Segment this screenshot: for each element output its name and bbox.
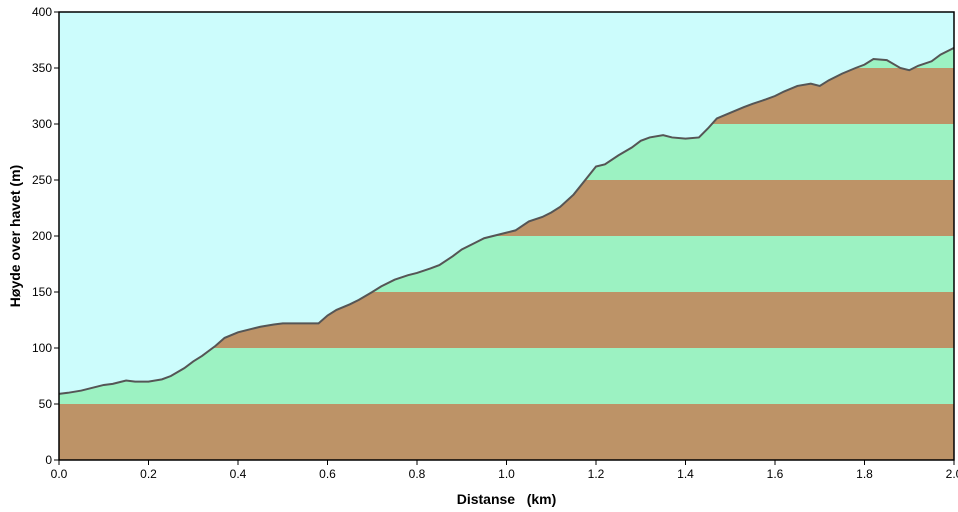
y-tick-label: 350 — [32, 61, 52, 75]
y-tick-label: 250 — [32, 173, 52, 187]
elevation-profile-line — [58, 46, 955, 395]
y-tick-label: 150 — [32, 285, 52, 299]
y-tick-label: 0 — [45, 453, 52, 467]
x-tick-label: 0.8 — [409, 467, 426, 481]
y-tick-label: 200 — [32, 229, 52, 243]
x-tick-label: 1.8 — [856, 467, 873, 481]
x-tick-label: 0.4 — [230, 467, 247, 481]
x-axis: 0.0 0.2 0.4 0.6 0.8 1.0 1.2 1.4 1.6 1.8 2.0 — [51, 460, 958, 481]
x-tick-label: 0.0 — [51, 467, 68, 481]
x-tick-label: 0.6 — [319, 467, 336, 481]
x-tick-label: 1.0 — [498, 467, 515, 481]
y-tick-label: 400 — [32, 5, 52, 19]
x-tick-label: 0.2 — [140, 467, 157, 481]
y-tick-label: 50 — [39, 397, 53, 411]
y-axis-title: Høyde over havet (m) — [7, 165, 23, 307]
sky-area — [59, 12, 954, 394]
elevation-band — [59, 404, 954, 460]
elevation-band — [59, 348, 954, 404]
x-tick-label: 1.4 — [677, 467, 694, 481]
x-tick-label: 1.2 — [588, 467, 605, 481]
x-tick-label: 2.0 — [946, 467, 958, 481]
x-tick-label: 1.6 — [767, 467, 784, 481]
y-axis: 0 50 100 150 200 250 300 350 400 — [32, 5, 59, 467]
x-axis-title: Distanse (km) — [457, 491, 557, 507]
y-tick-label: 300 — [32, 117, 52, 131]
y-tick-label: 100 — [32, 341, 52, 355]
